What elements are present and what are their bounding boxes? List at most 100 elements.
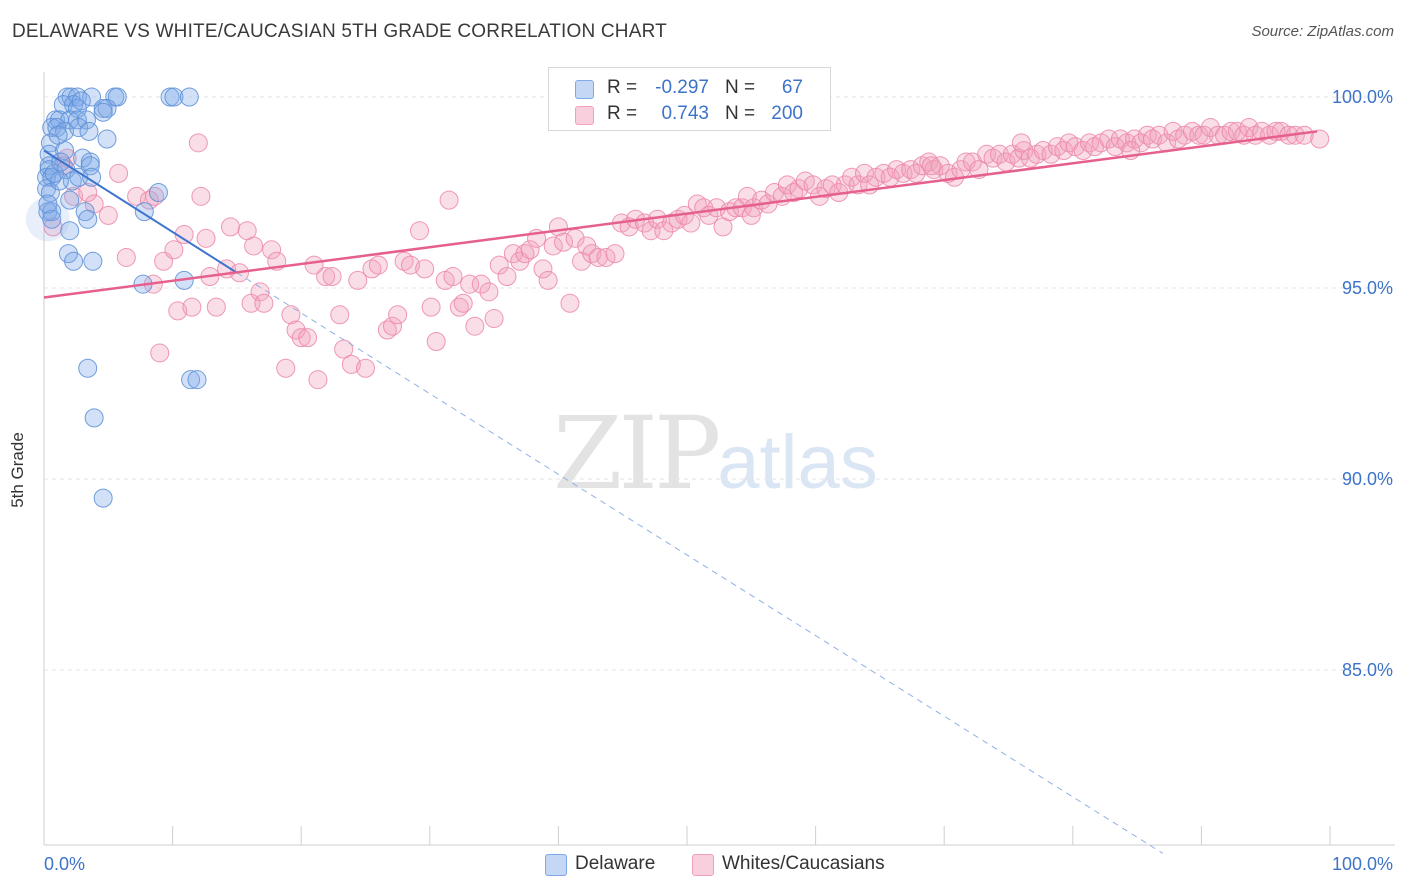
data-point <box>906 163 926 183</box>
x-tick-label-min: 0.0% <box>44 854 85 874</box>
axes <box>43 72 1395 846</box>
data-point <box>281 305 301 325</box>
series-whites-caucasians <box>43 118 1330 390</box>
data-point <box>460 274 480 294</box>
data-point <box>1011 133 1031 153</box>
data-point <box>439 190 459 210</box>
data-point <box>48 125 68 145</box>
data-point <box>206 297 226 317</box>
data-point <box>388 305 408 325</box>
y-tick-label: 90.0% <box>1342 469 1393 489</box>
data-point <box>330 305 350 325</box>
data-point <box>64 251 84 271</box>
data-point <box>145 186 165 206</box>
legend-swatch-whites <box>575 106 594 125</box>
data-point <box>1194 125 1214 145</box>
data-point <box>42 209 62 229</box>
data-point <box>69 118 89 138</box>
data-point <box>308 370 328 390</box>
data-point <box>164 240 184 260</box>
data-point <box>401 255 421 275</box>
data-point <box>82 167 102 187</box>
data-point <box>1131 133 1151 153</box>
data-point <box>803 175 823 195</box>
data-point <box>148 183 168 202</box>
data-point <box>93 488 113 508</box>
trend-line-delaware-extension <box>236 272 1164 854</box>
data-point <box>1041 144 1061 164</box>
trend-lines <box>43 130 1318 854</box>
data-point <box>784 183 804 202</box>
data-point <box>181 370 201 390</box>
legend-swatch-delaware <box>575 80 594 99</box>
data-point <box>1080 133 1100 153</box>
data-point <box>220 217 240 237</box>
y-tick-label: 100.0% <box>1332 87 1393 107</box>
data-point <box>78 358 98 378</box>
data-point <box>421 297 441 317</box>
data-point <box>78 209 98 229</box>
data-point <box>316 267 336 287</box>
data-point <box>901 160 921 180</box>
data-point <box>681 213 701 233</box>
data-point <box>254 293 274 313</box>
y-tick-label: 95.0% <box>1342 278 1393 298</box>
data-point <box>82 87 102 107</box>
data-point <box>533 259 553 279</box>
legend-n-value: 200 <box>771 103 803 124</box>
data-point <box>789 179 809 199</box>
correlation-legend: R = -0.297 N = 67 R = 0.743 N = 200 <box>548 67 831 131</box>
trend-line-delaware <box>43 149 238 274</box>
data-point <box>1221 121 1241 141</box>
data-point <box>377 320 397 340</box>
data-point <box>84 408 104 428</box>
x-tick-label-max: 100.0% <box>1332 854 1393 874</box>
bottom-legend-label: Whites/Caucasians <box>722 853 885 874</box>
legend-r-label: R = <box>607 103 638 124</box>
source-label: Source: ZipAtlas.com <box>1251 23 1394 40</box>
legend-n-label: N = <box>725 103 756 124</box>
data-point <box>71 91 91 111</box>
data-point <box>244 236 264 256</box>
data-point <box>515 244 535 264</box>
data-point <box>188 133 208 153</box>
data-point <box>415 259 435 279</box>
data-point <box>449 297 469 317</box>
data-point <box>777 175 797 195</box>
data-point <box>83 251 103 271</box>
grid-lines <box>44 96 1395 671</box>
data-point <box>79 121 99 141</box>
data-point <box>348 270 368 290</box>
y-tick-label: 85.0% <box>1342 660 1393 680</box>
data-point <box>76 110 96 130</box>
data-point <box>543 236 563 256</box>
data-point <box>78 183 98 202</box>
data-point <box>60 190 80 210</box>
legend-n-label: N = <box>725 77 756 98</box>
data-point <box>64 186 84 206</box>
data-point <box>97 98 117 118</box>
data-point <box>453 293 473 313</box>
bottom-legend-swatch-whites <box>692 854 714 876</box>
data-point <box>75 202 95 222</box>
data-point <box>1073 140 1093 160</box>
data-point <box>109 163 129 183</box>
data-point <box>60 221 80 241</box>
data-point <box>179 87 199 107</box>
data-point <box>1310 129 1330 149</box>
legend-r-value: 0.743 <box>661 103 709 124</box>
data-point <box>97 129 117 149</box>
bottom-legend-swatch-delaware <box>545 854 567 876</box>
data-point <box>1149 125 1169 145</box>
data-point <box>322 267 342 287</box>
data-point <box>426 331 446 351</box>
data-point <box>554 232 574 252</box>
data-point <box>479 282 499 302</box>
data-point <box>291 328 311 348</box>
y-axis-label: 5th Grade <box>8 432 27 508</box>
legend-r-value: -0.297 <box>655 77 709 98</box>
data-point <box>842 167 862 187</box>
tick-labels: 100.0% 95.0% 90.0% 85.0% 0.0% 100.0% <box>44 87 1393 874</box>
data-point <box>854 163 874 183</box>
